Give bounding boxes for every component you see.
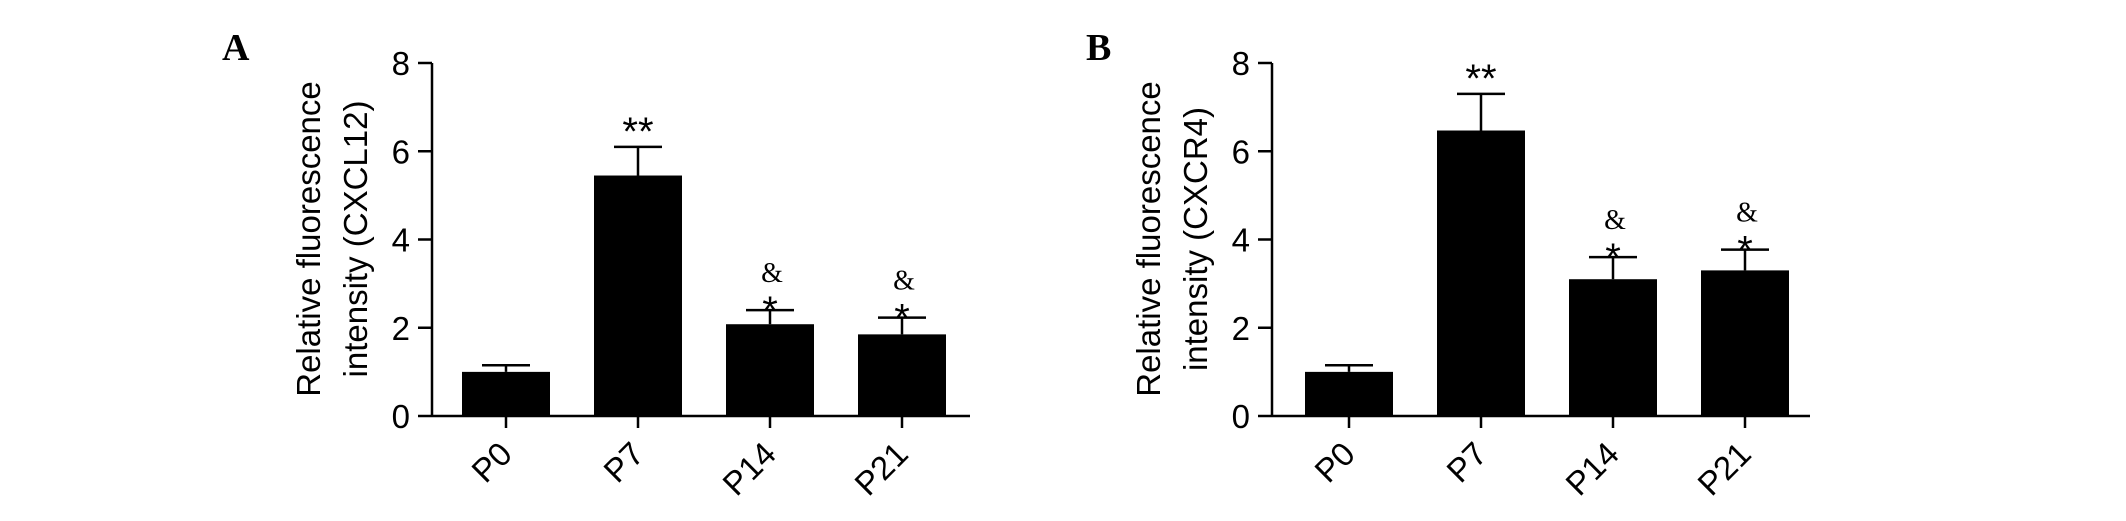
x-tick-label: P7 — [596, 435, 651, 490]
y-tick-label: 4 — [392, 222, 410, 259]
bar — [1437, 130, 1525, 417]
y-tick-label: 0 — [1232, 398, 1250, 435]
bar — [462, 371, 550, 416]
significance-marker: & — [1736, 198, 1758, 229]
x-tick-label: P0 — [1307, 435, 1362, 490]
panel-letter: B — [1086, 27, 1111, 69]
y-tick-label: 6 — [392, 133, 410, 170]
significance-marker: & — [761, 258, 783, 289]
x-tick-label: P14 — [1558, 435, 1626, 503]
significance-marker: * — [894, 297, 910, 341]
y-tick-label: 0 — [392, 398, 410, 435]
x-tick-label: P14 — [715, 435, 783, 503]
significance-marker: & — [1604, 205, 1626, 236]
bar — [1701, 270, 1789, 416]
significance-marker: * — [762, 289, 778, 333]
panel-b: B Relative fluorescence intensity (CXCR4) 0… — [1086, 27, 1810, 502]
y-axis-title-line: Relative fluorescence — [290, 81, 327, 397]
y-tick-label: 2 — [1232, 310, 1250, 347]
y-tick-label: 2 — [392, 310, 410, 347]
significance-marker: & — [893, 266, 915, 297]
bar — [858, 334, 946, 416]
significance-marker: ** — [1465, 57, 1496, 101]
y-tick-label: 4 — [1232, 222, 1250, 259]
significance-marker: * — [1605, 236, 1621, 280]
x-tick-label: P21 — [847, 435, 915, 503]
panel-letter: A — [222, 27, 250, 69]
significance-marker: ** — [622, 110, 653, 154]
y-axis-title-line: intensity (CXCL12) — [337, 101, 374, 378]
bar — [1569, 279, 1657, 416]
y-axis-title-line: Relative fluorescence — [1130, 81, 1167, 397]
y-tick-label: 8 — [392, 45, 410, 82]
bar — [1305, 371, 1393, 416]
panel-a: A Relative fluorescence intensity (CXCL12)… — [222, 27, 970, 502]
bar — [594, 175, 682, 416]
significance-marker: * — [1737, 229, 1753, 273]
x-tick-label: P7 — [1439, 435, 1494, 490]
x-tick-label: P0 — [464, 435, 519, 490]
y-tick-label: 8 — [1232, 45, 1250, 82]
y-tick-label: 6 — [1232, 133, 1250, 170]
x-tick-label: P21 — [1690, 435, 1758, 503]
y-axis-title-line: intensity (CXCR4) — [1177, 107, 1214, 371]
bar — [726, 324, 814, 416]
